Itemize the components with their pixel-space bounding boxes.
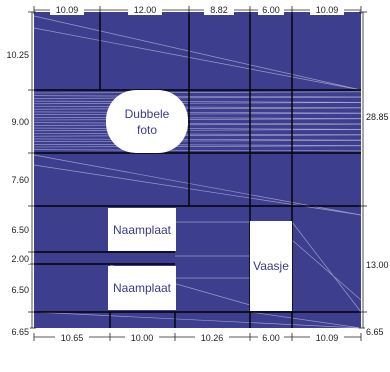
left-dim-5: 2.00 — [11, 254, 29, 264]
top-dim-4: 6.00 — [262, 5, 280, 15]
top-dim-2: 12.00 — [134, 5, 157, 15]
right-dim-2: 13.00 — [366, 260, 389, 270]
stripe-line — [33, 113, 362, 115]
top-dim-1: 10.09 — [56, 5, 79, 15]
stripe-line — [33, 95, 362, 98]
stripe-line — [33, 138, 362, 141]
left-dim-6: 6.50 — [11, 285, 29, 295]
stripe-line — [33, 144, 362, 146]
stripe-line — [33, 129, 362, 132]
left-dim-3: 7.60 — [11, 175, 29, 185]
stripe-line — [33, 96, 362, 99]
panel-background — [34, 12, 361, 328]
stripe-line — [33, 149, 362, 152]
stripe-line — [33, 145, 362, 148]
top-dim-3: 8.82 — [210, 5, 228, 15]
stripe-line — [33, 102, 362, 105]
stripe-line — [33, 127, 362, 130]
dubbele-foto-box — [106, 90, 188, 153]
stripe-line — [33, 100, 362, 103]
left-dim-7: 6.65 — [11, 327, 29, 337]
thin-guide-lines — [33, 15, 362, 329]
stripe-line — [33, 134, 362, 137]
stripe-line — [33, 117, 362, 119]
top-dim-5: 10.09 — [316, 5, 339, 15]
top-dimension-line — [33, 6, 362, 14]
stripe-line — [33, 91, 362, 94]
naamplaat-box-2 — [108, 266, 176, 310]
bottom-dim-2: 10.00 — [131, 333, 154, 343]
naamplaat-label-1: Naamplaat — [113, 223, 172, 237]
stripe-line — [33, 123, 362, 126]
vaasje-box — [250, 221, 292, 311]
guide-line — [249, 311, 362, 329]
stripe-line — [33, 111, 362, 114]
bottom-dim-5: 10.09 — [316, 333, 339, 343]
bottom-dim-4: 6.00 — [262, 333, 280, 343]
left-dim-4: 6.50 — [11, 225, 29, 235]
left-dim-2: 9.00 — [11, 117, 29, 127]
stripe-line — [33, 107, 362, 110]
bottom-dim-1: 10.65 — [61, 333, 84, 343]
guide-line — [291, 221, 362, 313]
vaasje-label: Vaasje — [253, 259, 289, 273]
stripe-line — [33, 106, 362, 108]
guide-line — [33, 311, 362, 329]
guide-line — [33, 15, 362, 91]
stripe-line — [33, 122, 362, 125]
stripe-line — [33, 133, 362, 135]
striped-band — [33, 91, 362, 152]
left-dim-1: 10.25 — [6, 50, 29, 60]
stripe-line — [33, 118, 362, 121]
naamplaat-box-1 — [108, 208, 176, 251]
right-dim-3: 6.65 — [366, 327, 384, 337]
right-dim-1: 28.85 — [366, 112, 389, 122]
dubbele-foto-label-line2: foto — [137, 123, 157, 137]
bottom-dim-3: 10.26 — [201, 333, 224, 343]
guide-line — [33, 154, 362, 216]
naamplaat-label-2: Naamplaat — [113, 281, 172, 295]
guide-line — [33, 27, 362, 91]
dubbele-foto-label-line1: Dubbele — [125, 107, 170, 121]
stripe-line — [33, 140, 362, 142]
guide-line — [291, 239, 362, 301]
